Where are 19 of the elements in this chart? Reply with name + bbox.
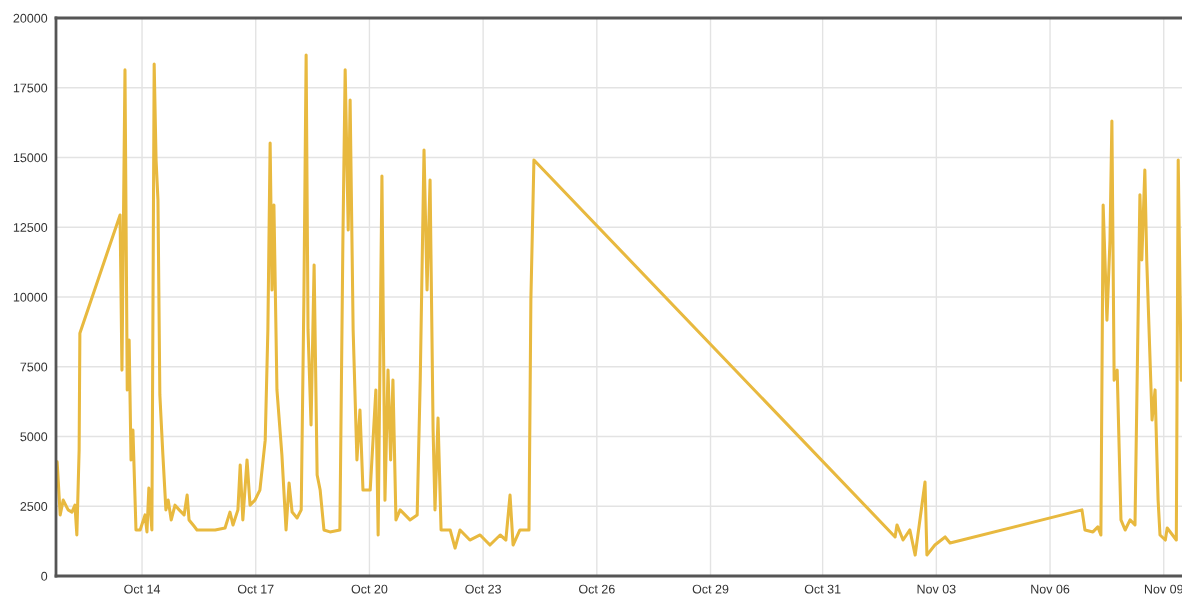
y-tick-label: 15000 — [13, 153, 48, 163]
y-tick-label: 20000 — [13, 13, 48, 23]
x-tick-label: Oct 20 — [351, 584, 388, 594]
x-tick-label: Oct 26 — [579, 584, 615, 594]
x-tick-label: Oct 29 — [692, 584, 729, 594]
y-tick-label: 5000 — [20, 432, 48, 442]
x-tick-label: Nov 06 — [1031, 584, 1070, 594]
y-tick-label: 7500 — [20, 362, 48, 372]
x-tick-label: Oct 17 — [237, 584, 274, 594]
x-tick-label: Oct 23 — [465, 584, 501, 594]
x-tick-label: Nov 09 — [1144, 584, 1182, 594]
y-tick-label: 2500 — [20, 502, 48, 511]
y-tick-label: 12500 — [13, 223, 48, 232]
y-tick-label: 0 — [41, 571, 48, 581]
x-tick-label: Oct 31 — [804, 584, 841, 594]
y-tick-label: 17500 — [13, 83, 48, 93]
y-tick-label: 10000 — [13, 292, 48, 302]
x-tick-label: Nov 03 — [917, 584, 956, 594]
x-tick-label: Oct 14 — [124, 584, 161, 594]
